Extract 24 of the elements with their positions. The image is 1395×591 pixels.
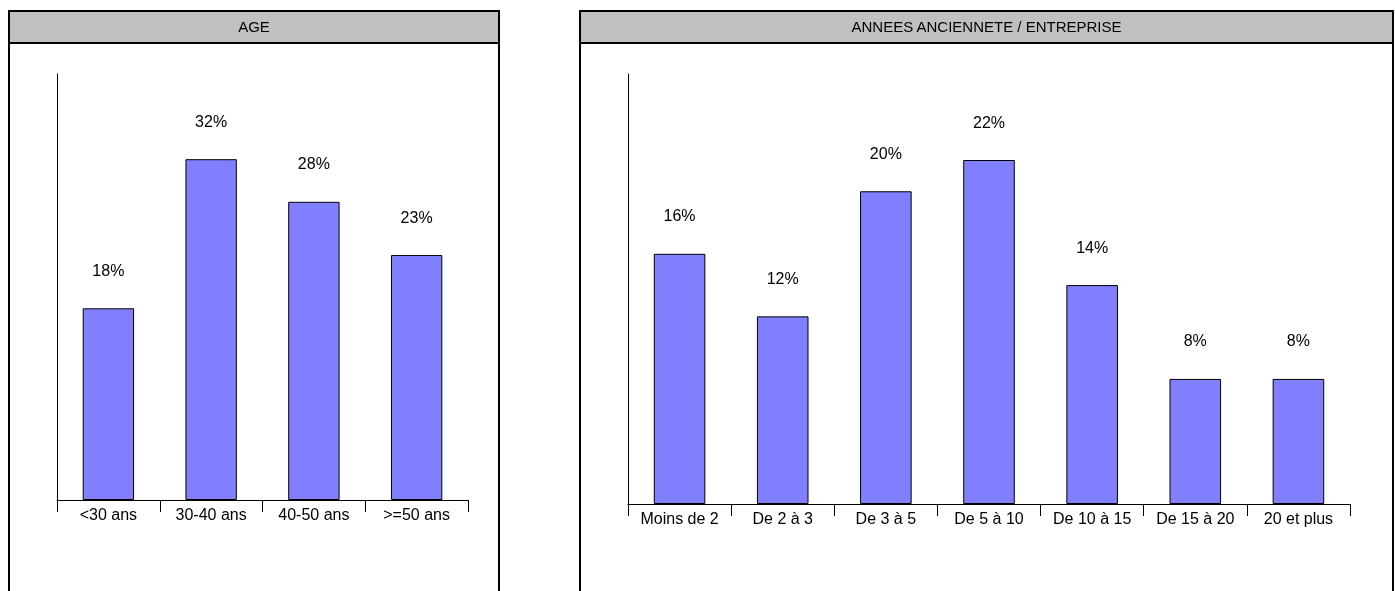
x-tick-label: De 15 à 20	[1156, 509, 1235, 527]
x-tick-label: De 2 à 3	[752, 509, 814, 527]
data-label: 32%	[195, 112, 228, 130]
x-tick-label: 20 et plus	[1263, 509, 1334, 527]
data-label: 12%	[766, 269, 799, 287]
data-label: 22%	[972, 113, 1006, 131]
x-tick-label: De 10 à 15	[1053, 509, 1132, 527]
x-tick-label: Moins de 2	[640, 509, 719, 527]
chart-title: ANNEES ANCIENNETE / ENTREPRISE	[581, 12, 1392, 44]
x-tick-label: De 5 à 10	[954, 509, 1024, 527]
data-label: 16%	[663, 207, 696, 225]
x-tick-label: <30 ans	[79, 505, 138, 523]
data-label: 18%	[92, 261, 125, 279]
data-label: 23%	[400, 208, 433, 226]
data-label: 8%	[1183, 332, 1207, 350]
data-label: 28%	[297, 155, 330, 173]
x-tick-label: 30-40 ans	[175, 505, 247, 523]
data-label: 14%	[1076, 238, 1109, 256]
x-tick-label: >=50 ans	[383, 505, 450, 523]
data-label: 8%	[1286, 332, 1310, 350]
x-tick-label: De 3 à 5	[855, 509, 917, 527]
x-tick-label: 40-50 ans	[278, 505, 350, 523]
chart-title: AGE	[10, 12, 498, 44]
data-label: 20%	[869, 144, 902, 162]
